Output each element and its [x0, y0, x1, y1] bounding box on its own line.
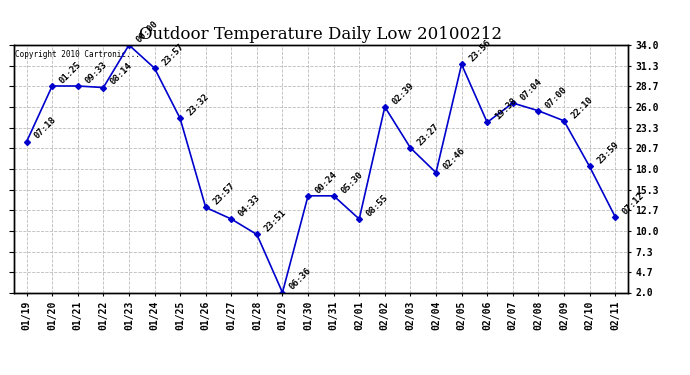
Title: Outdoor Temperature Daily Low 20100212: Outdoor Temperature Daily Low 20100212 [139, 27, 502, 44]
Text: 07:18: 07:18 [32, 116, 57, 141]
Text: 08:55: 08:55 [365, 193, 390, 218]
Text: 23:27: 23:27 [416, 122, 442, 147]
Text: 04:33: 04:33 [237, 193, 262, 218]
Text: 02:39: 02:39 [391, 81, 416, 106]
Text: 01:25: 01:25 [58, 60, 83, 85]
Text: 19:38: 19:38 [493, 96, 518, 122]
Text: 02:46: 02:46 [442, 147, 467, 172]
Text: 23:56: 23:56 [467, 38, 493, 63]
Text: 00:24: 00:24 [314, 170, 339, 195]
Text: 23:57: 23:57 [160, 42, 186, 68]
Text: 00:00: 00:00 [135, 19, 160, 44]
Text: 05:30: 05:30 [339, 170, 364, 195]
Text: 07:12: 07:12 [621, 190, 646, 216]
Text: 23:59: 23:59 [595, 140, 620, 166]
Text: 08:14: 08:14 [109, 62, 135, 87]
Text: 09:33: 09:33 [83, 60, 109, 85]
Text: 23:57: 23:57 [211, 181, 237, 207]
Text: 07:00: 07:00 [544, 85, 569, 110]
Text: Copyright 2010 Cartronic...: Copyright 2010 Cartronic... [15, 50, 140, 59]
Text: 23:32: 23:32 [186, 92, 211, 118]
Text: 06:36: 06:36 [288, 266, 313, 292]
Text: 22:10: 22:10 [569, 94, 595, 120]
Text: 23:51: 23:51 [262, 209, 288, 234]
Text: 07:04: 07:04 [518, 77, 544, 102]
